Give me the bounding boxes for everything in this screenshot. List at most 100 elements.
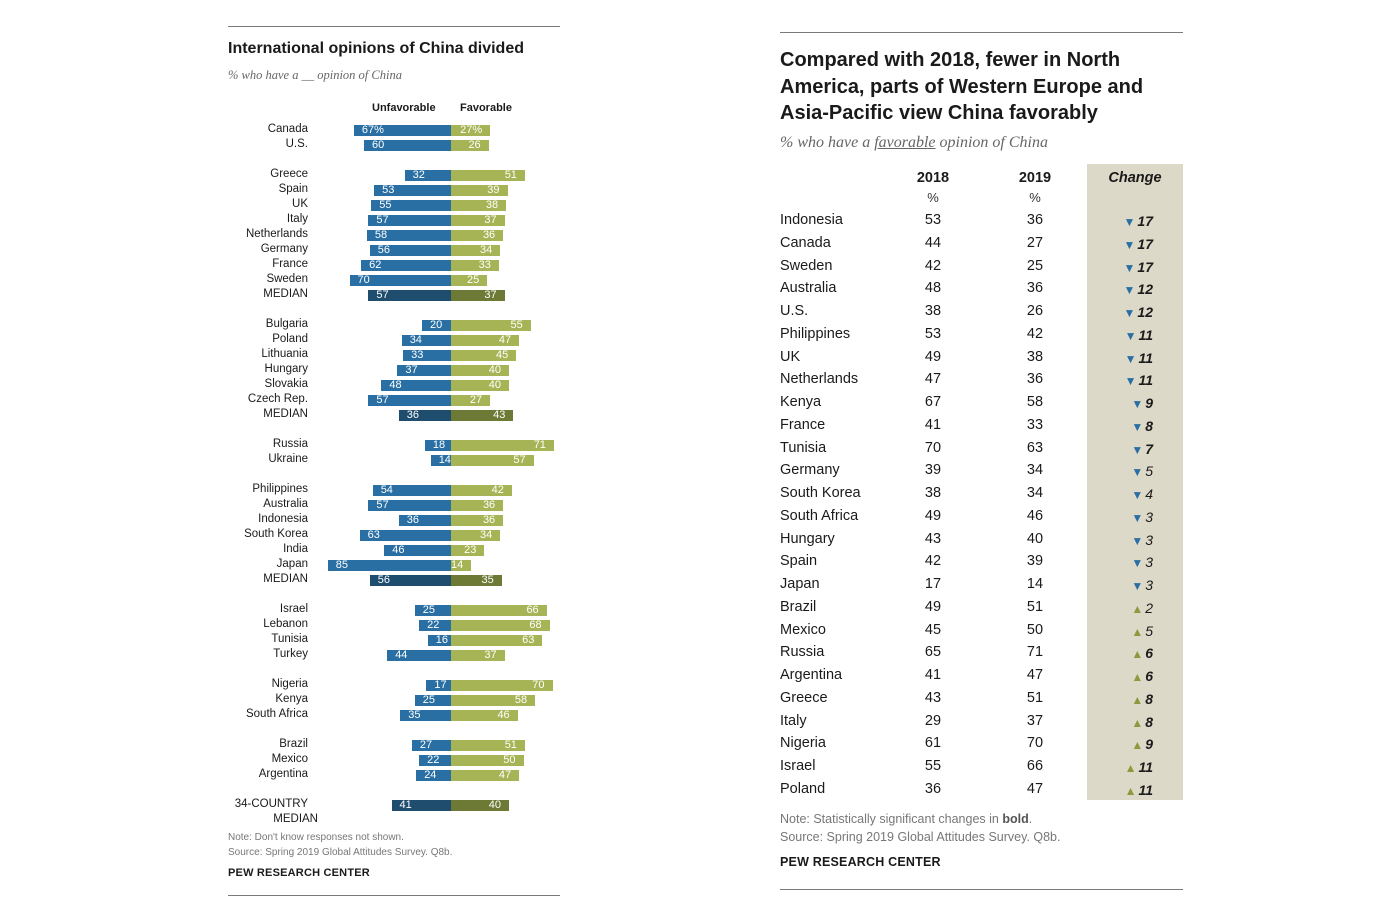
country-label: Russia [272, 438, 308, 450]
favorable-bar: 42 [451, 485, 512, 496]
unfavorable-bar: 17 [426, 680, 451, 691]
country-label: Nigeria [271, 678, 308, 690]
table-value-2018: 43 [924, 530, 942, 547]
country-label: Australia [263, 498, 308, 510]
table-value-2018: 49 [924, 507, 942, 524]
table-country: UK [780, 348, 801, 365]
table-change: ▼ 17 [1123, 258, 1153, 275]
table-country: Nigeria [780, 735, 826, 752]
table-value-2019: 27 [1026, 234, 1044, 251]
country-label: Lithuania [261, 348, 308, 360]
favorable-bar: 40 [451, 365, 509, 376]
median-label: MEDIAN [263, 408, 308, 420]
favorable-bar: 34 [451, 530, 501, 541]
triangle-down-icon: ▼ [1123, 260, 1136, 275]
table-value-2019: 38 [1026, 348, 1044, 365]
unfavorable-bar: 32 [404, 170, 451, 181]
unfavorable-bar: 44 [387, 650, 451, 661]
unfavorable-bar: 57 [368, 500, 451, 511]
table-value-2018: 44 [924, 234, 942, 251]
unfavorable-bar: 56 [369, 245, 451, 256]
country-label: Italy [286, 213, 308, 225]
table-value-2018: 36 [924, 780, 942, 797]
country-label: Israel [279, 603, 308, 615]
country-label: Czech Rep. [247, 393, 308, 405]
left-chart-title: International opinions of China divided [228, 40, 524, 57]
unfavorable-bar: 56 [369, 575, 451, 586]
country-label: Spain [278, 183, 308, 195]
table-country: Kenya [780, 394, 822, 410]
unfavorable-bar: 46 [384, 545, 451, 556]
table-change: ▼ 3 [1131, 577, 1153, 593]
favorable-bar: 71 [451, 440, 554, 451]
table-value-2018: 48 [924, 280, 942, 297]
table-value-2018: 38 [924, 485, 942, 501]
country-label: Turkey [273, 648, 308, 660]
country-label: Kenya [275, 693, 308, 705]
favorable-bar: 27 [451, 395, 491, 406]
table-value-2018: 42 [924, 257, 942, 274]
table-value-2019: 34 [1026, 485, 1044, 501]
table-country: Germany [780, 462, 840, 479]
country-label: Ukraine [268, 453, 308, 465]
table-country: Poland [780, 780, 826, 797]
left-brand: PEW RESEARCH CENTER [228, 867, 370, 879]
table-value-2019: 63 [1026, 439, 1044, 456]
triangle-up-icon: ▲ [1131, 692, 1144, 707]
table-value-2018: 38 [924, 303, 942, 319]
favorable-bar: 43 [451, 410, 514, 421]
unfavorable-bar: 48 [381, 380, 451, 391]
unfavorable-bar: 25 [414, 605, 451, 616]
triangle-up-icon: ▲ [1131, 601, 1144, 616]
unfavorable-bar: 24 [416, 770, 451, 781]
unfavorable-bar: 22 [419, 755, 451, 766]
triangle-down-icon: ▼ [1131, 556, 1144, 571]
country-label: Bulgaria [265, 318, 308, 330]
favorable-bar: 23 [451, 545, 485, 556]
unfavorable-bar: 27 [411, 740, 451, 751]
favorable-bar: 46 [451, 710, 518, 721]
favorable-bar: 33 [451, 260, 499, 271]
country-label: Indonesia [258, 513, 308, 525]
country-label: Tunisia [271, 633, 308, 645]
table-value-2019: 47 [1026, 780, 1044, 797]
triangle-down-icon: ▼ [1131, 533, 1144, 548]
country-label: Mexico [271, 753, 308, 765]
unfavorable-bar: 14 [430, 455, 451, 466]
table-change: ▼ 7 [1131, 440, 1153, 457]
favorable-bar: 38 [451, 200, 507, 211]
country-label: Netherlands [245, 228, 308, 240]
table-country: South Korea [780, 485, 861, 501]
table-value-2018: 53 [924, 325, 942, 342]
unfavorable-bar: 57 [368, 395, 451, 406]
col-change-header: Change [1108, 170, 1162, 186]
country-label: India [283, 543, 308, 555]
table-country: Spain [780, 553, 818, 570]
table-change: ▲ 5 [1131, 622, 1153, 639]
unfavorable-bar: 41 [391, 800, 451, 811]
col-2019-header: 2019 [1018, 170, 1052, 186]
triangle-up-icon: ▲ [1131, 670, 1144, 684]
unfavorable-bar: 67% [353, 125, 451, 136]
table-country: Sweden [780, 257, 833, 274]
triangle-up-icon: ▲ [1131, 624, 1144, 639]
table-change: ▼ 4 [1131, 486, 1153, 502]
table-value-2019: 39 [1026, 553, 1044, 570]
table-value-2019: 58 [1026, 394, 1044, 410]
country-label: Canada [267, 123, 308, 135]
favorable-bar: 58 [451, 695, 536, 706]
median-label: MEDIAN [263, 573, 308, 585]
triangle-down-icon: ▼ [1124, 351, 1137, 366]
country-label: Lebanon [263, 618, 308, 630]
right-source: Source: Spring 2019 Global Attitudes Sur… [780, 830, 1061, 844]
favorable-bar: 70 [451, 680, 553, 691]
left-note: Note: Don't know responses not shown. [228, 832, 404, 843]
country-label: South Korea [244, 528, 308, 540]
left-top-rule [228, 26, 560, 27]
table-change: ▼ 3 [1131, 554, 1153, 571]
favorable-bar: 14 [451, 560, 472, 571]
table-country: Russia [780, 644, 825, 661]
col-2018-unit: % [927, 190, 939, 205]
country-label: Brazil [279, 738, 308, 750]
table-value-2018: 42 [924, 553, 942, 570]
